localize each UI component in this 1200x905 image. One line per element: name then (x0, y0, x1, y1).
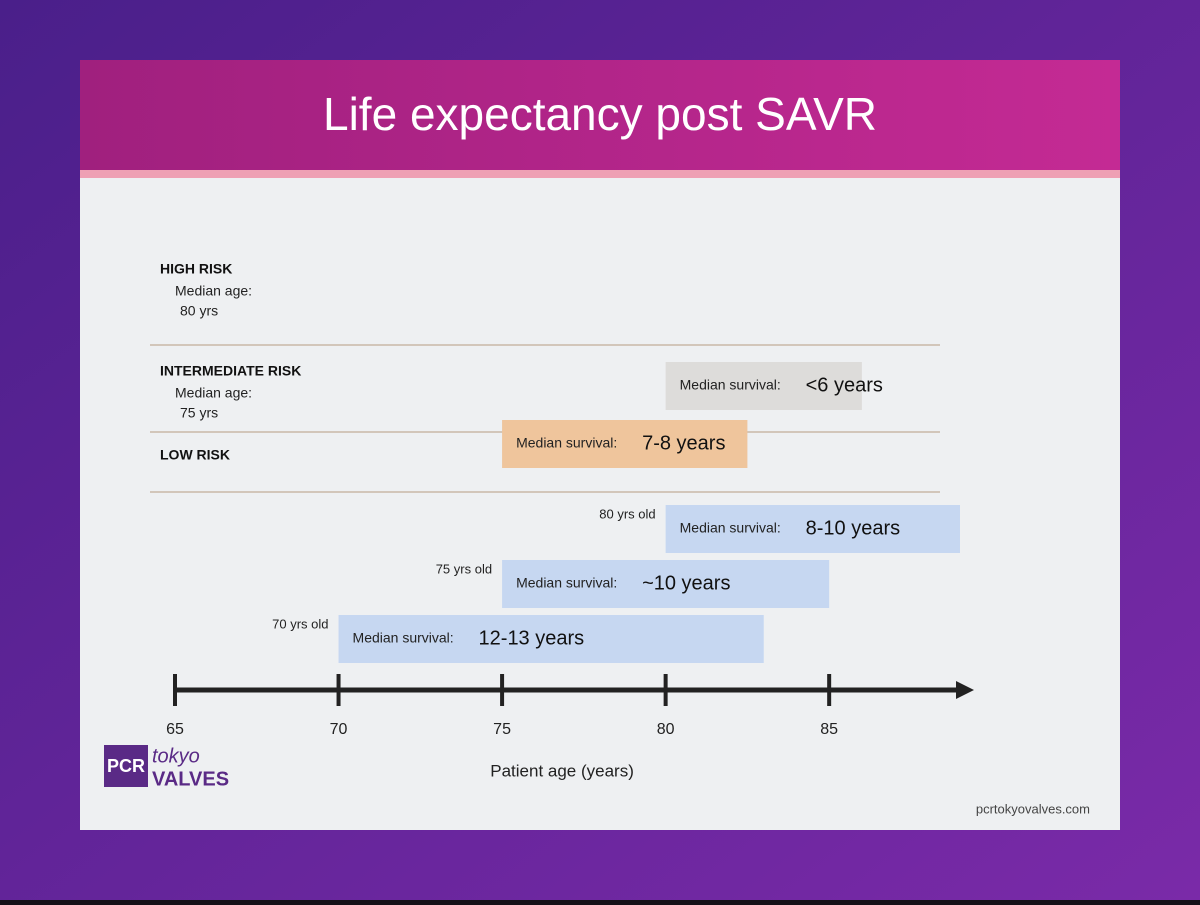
logo-bottom: VALVES (152, 768, 229, 790)
risk-group: INTERMEDIATE RISK (160, 363, 301, 379)
x-tick-label: 65 (166, 721, 184, 738)
x-tick-label: 70 (330, 721, 348, 738)
bar-caption: Median survival: (680, 377, 781, 393)
title-stripe (80, 170, 1120, 178)
start-age-label: 70 yrs old (272, 616, 328, 631)
bar-caption: Median survival: (353, 630, 454, 646)
survival-bar (665, 362, 862, 410)
x-tick-label: 75 (493, 721, 511, 738)
x-tick-label: 85 (820, 721, 838, 738)
bar-caption: Median survival: (516, 435, 617, 451)
survival-bar (502, 420, 748, 468)
median-age: 80 yrs (180, 303, 218, 319)
bar-survival: ~10 years (642, 572, 730, 594)
age-caption: Median age: (175, 283, 252, 299)
risk-group: HIGH RISK (160, 261, 232, 277)
bar-caption: Median survival: (516, 575, 617, 591)
chart-title: Life expectancy post SAVR (323, 88, 877, 140)
x-tick-label: 80 (657, 721, 675, 738)
axis-arrow (956, 681, 974, 699)
age-caption: Median age: (175, 385, 252, 401)
survival-bar (665, 505, 960, 553)
bar-survival: <6 years (806, 374, 883, 396)
bar-survival: 7-8 years (642, 432, 725, 454)
risk-group: LOW RISK (160, 447, 230, 463)
start-age-label: 80 yrs old (599, 506, 655, 521)
start-age-label: 75 yrs old (436, 561, 492, 576)
median-age: 75 yrs (180, 405, 218, 421)
survival-bar (338, 615, 764, 663)
x-axis-label: Patient age (years) (490, 761, 634, 780)
logo-box (104, 745, 148, 787)
website: pcrtokyovalves.com (976, 801, 1090, 816)
logo-top: tokyo (152, 745, 200, 767)
bar-survival: 12-13 years (479, 627, 585, 649)
survival-bar (502, 560, 830, 608)
bar-survival: 8-10 years (806, 517, 901, 539)
logo-box-text: PCR (107, 756, 145, 776)
bar-caption: Median survival: (680, 520, 781, 536)
title-band (80, 60, 1120, 170)
